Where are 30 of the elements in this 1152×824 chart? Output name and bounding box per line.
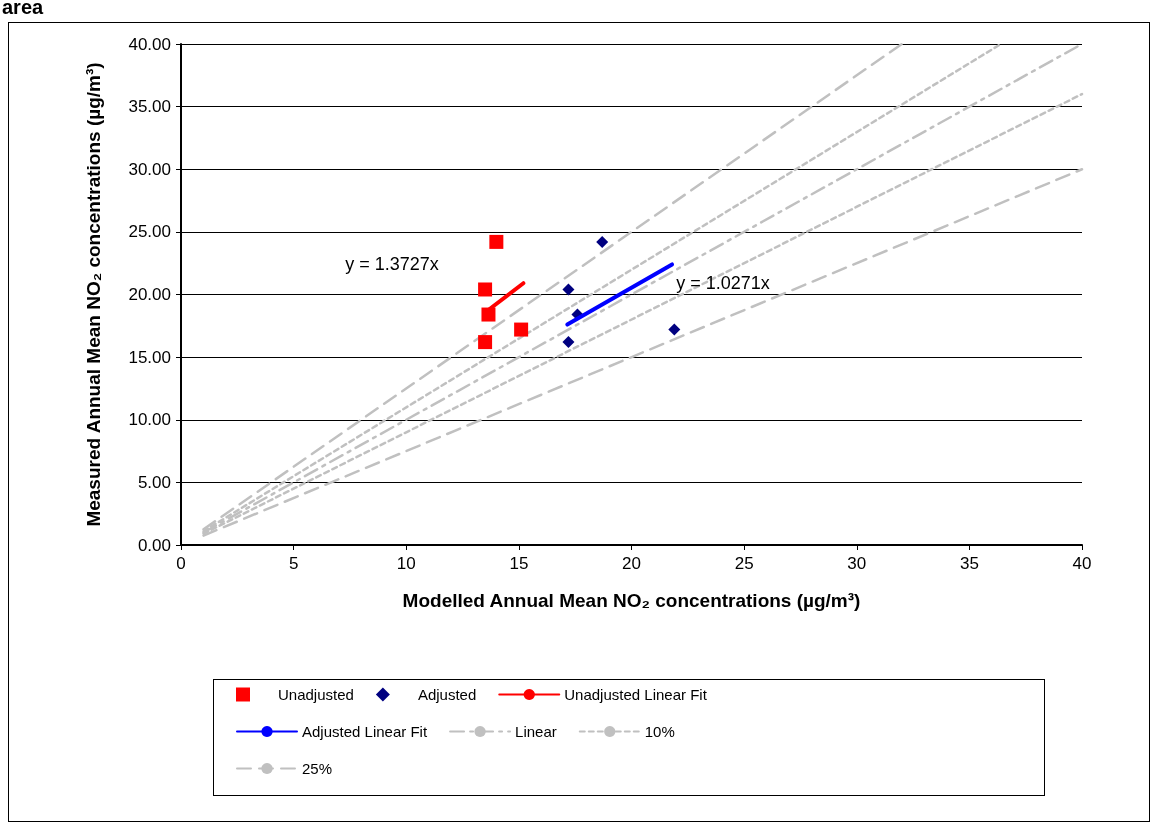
y-tick-label: 10.00 <box>128 410 171 430</box>
legend-label: Linear <box>515 723 557 740</box>
y-tick-label: 15.00 <box>128 347 171 367</box>
legend-label: Unadjusted Linear Fit <box>564 686 708 703</box>
y-tick-label: 0.00 <box>137 535 171 555</box>
x-tick-label: 30 <box>847 554 867 573</box>
x-tick-label: 15 <box>509 554 529 573</box>
legend-label: Adjusted Linear Fit <box>302 723 428 740</box>
y-tick-label: 5.00 <box>137 472 171 492</box>
legend-label: Adjusted <box>417 686 477 703</box>
y-tick-label: 30.00 <box>128 159 171 179</box>
x-axis-title: Modelled Annual Mean NO₂ concentrations (µg/m³) <box>402 590 861 611</box>
x-tick-label: 0 <box>176 554 186 573</box>
y-axis-title: Measured Annual Mean NO₂ concentrations (µg/m³) <box>83 62 104 527</box>
y-tick-label: 20.00 <box>128 285 171 304</box>
x-tick-label: 5 <box>288 554 299 573</box>
y-tick-label: 35.00 <box>128 97 171 117</box>
annotation: y = 1.3727x <box>345 254 439 274</box>
chart-title: area <box>2 0 44 19</box>
legend-label: 10% <box>644 723 675 740</box>
legend-label: Unadjusted <box>278 686 354 703</box>
x-tick-label: 10 <box>396 554 416 573</box>
y-tick-label: 25.00 <box>128 222 171 242</box>
x-tick-label: 35 <box>959 554 979 573</box>
legend-label: 25% <box>302 760 333 777</box>
x-tick-label: 20 <box>622 554 641 573</box>
x-tick-label: 40 <box>1072 554 1092 573</box>
annotation: y = 1.0271x <box>676 273 770 293</box>
x-tick-label: 25 <box>734 554 754 573</box>
y-tick-label: 40.00 <box>128 34 171 54</box>
